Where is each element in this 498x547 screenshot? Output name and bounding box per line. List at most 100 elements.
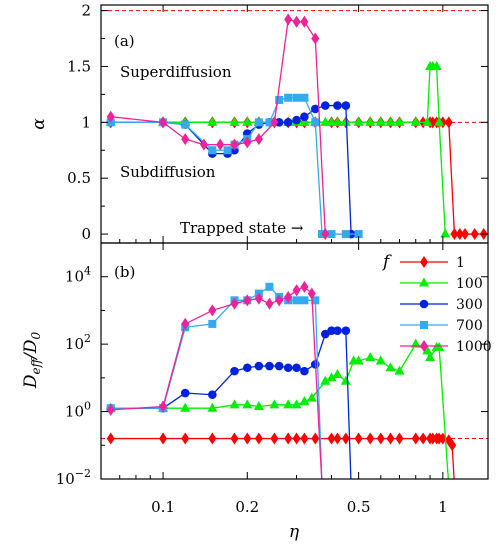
panel-a-marker-f100	[365, 116, 376, 126]
panel-a-marker-f100	[394, 116, 405, 126]
panel-b-marker-f100	[269, 399, 280, 409]
panel-b-marker-f1000	[181, 317, 190, 330]
panel-a-y-tick-label: 0.5	[67, 169, 91, 187]
legend-label-f300: 300	[456, 297, 483, 313]
panel-a-marker-f100	[207, 116, 218, 126]
legend-marker-f1	[420, 256, 428, 268]
panel-a-marker-f300	[320, 101, 330, 110]
panel-a-marker-f1000	[311, 32, 320, 45]
panel-a-label: (a)	[114, 32, 135, 50]
panel-b-marker-f100	[320, 375, 331, 385]
panel-a-marker-f100	[229, 116, 240, 126]
panel-b-marker-f1	[300, 432, 309, 445]
panel-b-marker-f1	[354, 432, 363, 445]
panel-b-marker-f700	[265, 282, 274, 291]
legend-marker-f700	[420, 321, 428, 329]
panel-a-marker-f1	[450, 228, 459, 241]
panel-b-marker-f100	[422, 345, 433, 355]
panel-a-marker-f1	[455, 228, 464, 241]
panel-b-marker-f700	[292, 296, 301, 305]
panel-b-marker-f700	[208, 319, 217, 328]
x-tick-label: 0.1	[151, 498, 175, 516]
panel-a-marker-f1000	[199, 138, 208, 151]
panel-b-y-tick-label: 10−2	[56, 467, 91, 488]
panel-b-marker-f1	[327, 432, 336, 445]
x-tick-label: 0.5	[347, 498, 371, 516]
panel-b-marker-f1000	[275, 294, 284, 307]
panel-a-marker-f100	[410, 116, 421, 126]
panel-b-marker-f100	[365, 352, 376, 362]
panel-a-marker-f1000	[159, 116, 168, 129]
panel-a-marker-f100	[385, 116, 396, 126]
panel-b-marker-f300	[341, 326, 351, 335]
panel-b-marker-f1000	[318, 480, 326, 492]
panel-a-marker-f100	[375, 116, 386, 126]
panel-b-marker-f100	[425, 352, 436, 362]
panel-a-marker-f300	[283, 118, 293, 127]
panel-a-series-f1000-line	[110, 18, 326, 235]
panel-b-marker-f1	[284, 432, 293, 445]
panel-b-marker-f1	[386, 432, 395, 445]
panel-a-marker-f700	[292, 93, 301, 102]
panel-b-marker-f1000	[106, 403, 115, 416]
panel-b-label: (b)	[114, 263, 135, 281]
panel-b-series	[101, 280, 488, 492]
panel-a-marker-f1000	[106, 110, 115, 123]
panel-a-marker-f700	[354, 230, 363, 239]
panel-b-marker-f1	[181, 432, 190, 445]
panel-b-marker-f100	[306, 392, 317, 402]
legend-label-f1000: 1000	[456, 339, 492, 355]
legend-marker-f1000	[420, 340, 428, 352]
panel-b-marker-f1000	[300, 280, 309, 293]
subdiffusion-annotation: Subdiffusion	[120, 163, 216, 181]
panel-b-marker-f1000	[208, 304, 217, 317]
panel-b-marker-f100	[291, 399, 302, 409]
panel-a-marker-f1000	[270, 116, 279, 129]
panel-b-series-f700-line	[110, 285, 323, 479]
panel-b-marker-f300	[265, 361, 274, 371]
panel-b-marker-f1	[376, 432, 385, 445]
panel-b-marker-f1	[333, 432, 342, 445]
panel-a-y-tick-label: 2	[81, 2, 91, 20]
panel-a-marker-f700	[341, 230, 350, 239]
legend-label-f100: 100	[456, 276, 483, 292]
panel-a-marker-f1000	[181, 133, 190, 146]
panel-a-marker-f700	[275, 95, 284, 104]
panel-b-marker-f1	[341, 432, 350, 445]
panel-b-marker-f1	[395, 432, 404, 445]
panel-b-y-tick-label: 102	[65, 332, 91, 353]
panel-b-marker-f100	[326, 372, 337, 382]
panel-b: (b) η Deff/D0 f 1 100 300 700 1000 0.1 0.2 0.5…	[21, 242, 492, 542]
panel-b-marker-f300	[254, 361, 264, 371]
panel-b-marker-f100	[253, 401, 264, 411]
panel-b-marker-f1	[448, 439, 457, 452]
panel-b-marker-f700	[318, 482, 326, 490]
panel-a-marker-f700	[208, 146, 217, 155]
panel-a-marker-f700	[254, 118, 263, 127]
panel-a-marker-f700	[223, 146, 232, 155]
panel-a-marker-f300	[274, 118, 284, 127]
panel-b-marker-f1	[159, 432, 168, 445]
panel-b-marker-f1000	[292, 284, 301, 297]
panel-a-marker-f1	[461, 228, 470, 241]
panel-b-marker-f100	[375, 355, 386, 365]
panel-b-marker-f300	[292, 363, 301, 373]
panel-b-marker-f100	[180, 402, 191, 412]
legend-title: f	[381, 252, 392, 272]
panel-a-marker-f1000	[292, 15, 301, 28]
panel-a-marker-f100	[434, 116, 445, 126]
panel-a-marker-f1000	[321, 228, 330, 241]
panel-a-y-tick-label: 1.5	[67, 57, 91, 75]
panel-a-marker-f100	[422, 116, 433, 126]
panel-b-marker-f1000	[243, 294, 252, 307]
panel-a-marker-f700	[265, 118, 274, 127]
panel-b-marker-f300	[274, 361, 284, 371]
panel-b-marker-f100	[340, 375, 351, 385]
superdiffusion-annotation: Superdiffusion	[120, 63, 232, 81]
panel-b-marker-f100	[332, 368, 343, 378]
panel-b-marker-f100	[283, 399, 294, 409]
panel-a-marker-f300	[333, 101, 342, 110]
panel-b-marker-f100	[394, 365, 405, 375]
x-tick-label: 1	[438, 498, 448, 516]
